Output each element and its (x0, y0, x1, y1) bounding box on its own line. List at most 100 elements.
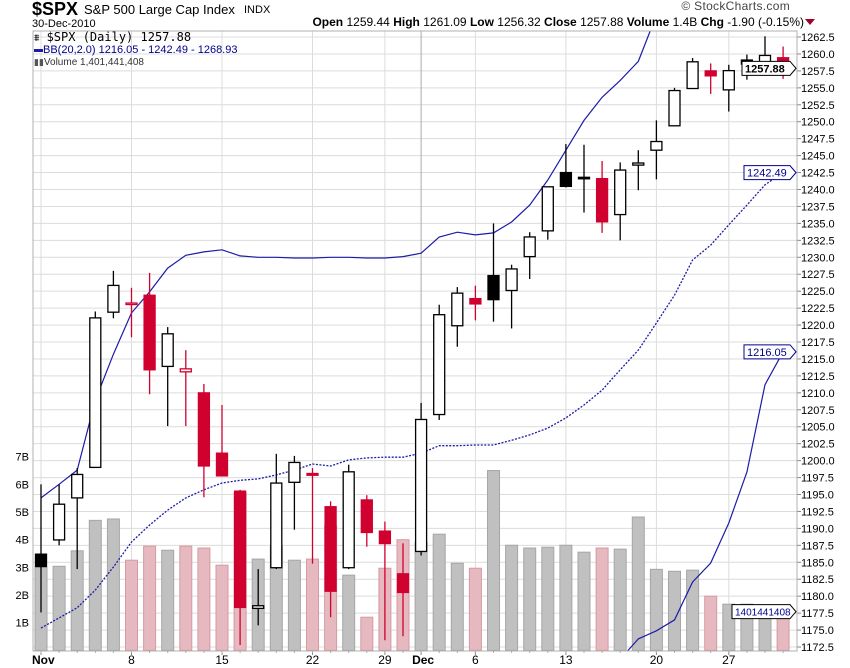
chg-label: Chg (700, 15, 724, 29)
volume-tag-box (731, 604, 797, 620)
volume-bar (704, 595, 718, 651)
y-tick-label: 1260.0 (801, 49, 835, 61)
volume-bar (668, 570, 681, 651)
x-tick-label: Dec (412, 653, 434, 667)
close-value: 1257.88 (580, 15, 624, 29)
candle-body (505, 268, 518, 292)
close-label: Close (544, 15, 577, 29)
candle-body (559, 171, 573, 188)
x-tick-label: 13 (559, 653, 573, 667)
volume-bar (649, 568, 663, 651)
volume-bars-icon: ▮▮ (34, 57, 44, 67)
y-tick-label: 1247.5 (801, 134, 835, 146)
y-tick-label: 1235.0 (801, 218, 835, 230)
candle-body (469, 297, 482, 305)
volume-bar (577, 551, 591, 651)
y-tick-label: 1245.0 (801, 151, 835, 163)
bb-lower-line (627, 351, 784, 652)
y-tick-label: 1222.5 (801, 303, 835, 315)
legend-volume: ▮▮Volume 1,401,441,408 (34, 56, 144, 69)
symbol-title: $SPX (32, 0, 79, 19)
candle-body (288, 461, 301, 483)
candle-body (686, 61, 699, 90)
volume-bar (450, 562, 464, 651)
candle-body (215, 452, 229, 477)
candle-body (722, 69, 735, 91)
x-tick-label: 29 (378, 653, 392, 667)
y-tick-label: 1212.5 (801, 371, 835, 383)
y-tick-label: 1180.0 (801, 591, 834, 603)
y-tick-label: 1195.0 (801, 490, 834, 502)
candle-body (650, 140, 663, 151)
volume-tick-label: 3B (16, 562, 29, 574)
y-tick-label: 1240.0 (801, 185, 835, 197)
volume-tick-label: 7B (16, 452, 29, 464)
x-tick-label: 15 (215, 653, 229, 667)
line-icon (34, 48, 43, 52)
candle-body (577, 176, 591, 180)
y-tick-label: 1210.0 (801, 388, 835, 400)
volume-bar (287, 559, 301, 651)
candle-body (107, 284, 120, 313)
y-tick-label: 1207.5 (801, 405, 835, 417)
candle-body (396, 573, 410, 594)
open-value: 1259.44 (346, 15, 390, 29)
volume-bar (487, 470, 500, 651)
candle-body (523, 236, 536, 258)
exchange-label: INDX (244, 4, 271, 16)
plot-frame (32, 30, 798, 652)
volume-bar (106, 518, 120, 651)
candle-body (34, 553, 48, 568)
y-tick-label: 1242.5 (801, 168, 835, 180)
candle-body (306, 472, 319, 476)
volume-bar (541, 546, 555, 651)
bb-middle-line (40, 172, 784, 629)
plot-area (34, 30, 790, 652)
volume-tick-label: 6B (16, 479, 29, 491)
volume-tick-label: 1B (16, 618, 29, 630)
volume-bar (631, 516, 645, 651)
volume-bar (686, 569, 700, 651)
bb-middle-tag: 1242.49 (747, 168, 787, 180)
volume-bar (468, 567, 482, 651)
candle-body (595, 178, 609, 223)
candle-body (342, 471, 355, 569)
y-tick-label: 1187.5 (801, 540, 834, 552)
candle-body (541, 186, 554, 232)
volume-tag: 1401441408 (735, 608, 791, 619)
candle-body (487, 274, 500, 301)
volume-bar (197, 547, 211, 651)
volume-value: 1.4B (672, 15, 698, 29)
volume-bar (342, 574, 356, 651)
candle-body (324, 506, 337, 592)
candle-body (270, 482, 283, 569)
legend-price-text: $SPX (Daily) 1257.88 (46, 30, 192, 44)
candle-body (52, 503, 66, 541)
candle-body (71, 473, 84, 499)
y-tick-label: 1237.5 (801, 201, 835, 213)
volume-bar (523, 547, 537, 651)
bb-lower-tag: 1216.05 (747, 347, 787, 359)
candle-body (668, 89, 681, 127)
open-label: Open (312, 15, 344, 29)
y-tick-label: 1217.5 (801, 337, 835, 349)
volume-tick-label: 4B (16, 535, 29, 547)
y-tick-label: 1250.0 (801, 117, 835, 129)
index-name: S&P 500 Large Cap Index (84, 2, 235, 17)
y-tick-label: 1192.5 (801, 506, 834, 518)
volume-bar (505, 544, 519, 651)
legend-bb-text: BB(20,2.0) 1216.05 - 1242.49 - 1268.93 (43, 44, 238, 56)
y-tick-label: 1182.5 (801, 574, 834, 586)
down-arrow-icon (805, 19, 815, 25)
candle-body (614, 169, 627, 216)
volume-bar (559, 544, 573, 651)
candle-body (378, 530, 392, 545)
x-tick-label: Nov (32, 653, 55, 667)
candle-body (632, 162, 645, 166)
volume-bar (414, 541, 428, 651)
legend-volume-text: Volume 1,401,441,408 (43, 57, 144, 68)
copyright-link[interactable]: © StockCharts.com (681, 0, 790, 13)
legend-bb: BB(20,2.0) 1216.05 - 1242.49 - 1268.93 (34, 44, 237, 56)
volume-tick-label: 5B (16, 507, 29, 519)
